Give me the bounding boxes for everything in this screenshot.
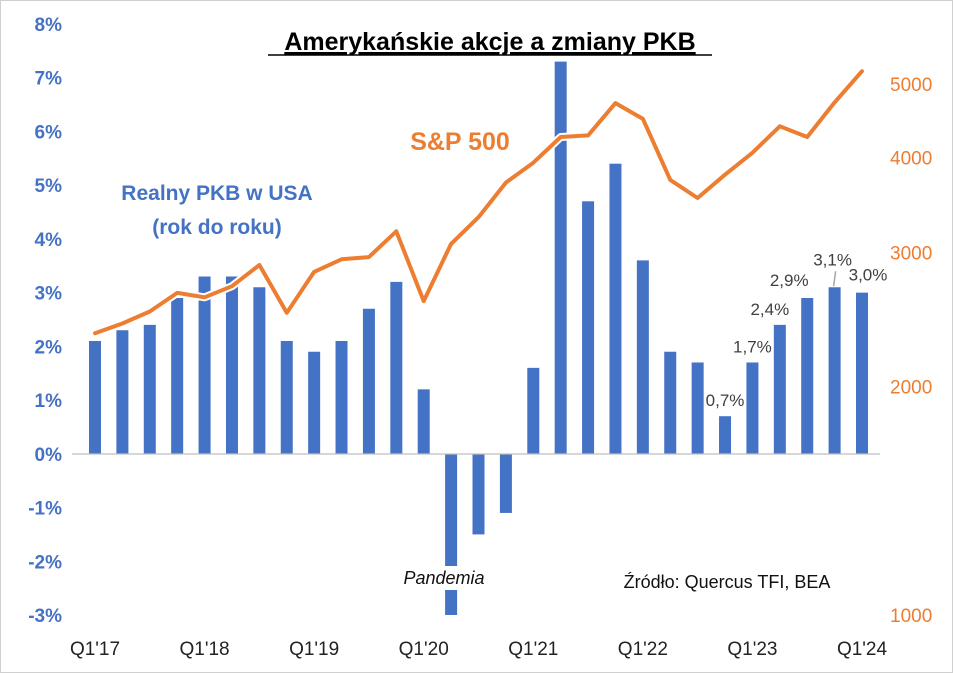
chart-title: Amerykańskie akcje a zmiany PKB	[284, 28, 695, 56]
gdp-bar-Q4'17	[171, 298, 184, 454]
data-label-Q4'23: 3,1%	[813, 250, 852, 269]
gdp-bar-Q1'23	[746, 362, 759, 454]
gdp-bar-Q4'18	[280, 340, 293, 454]
gdp-bar-Q3'23	[801, 298, 814, 454]
gdp-bar-Q4'21	[609, 163, 622, 454]
gdp-bar-Q3'21	[582, 201, 595, 454]
x-axis-tick: Q1'18	[180, 639, 230, 660]
gdp-bar-Q3'17	[143, 324, 156, 454]
pandemic-label-bg	[398, 566, 490, 590]
gdp-bar-Q3'18	[253, 287, 266, 454]
x-axis-tick: Q1'22	[618, 639, 668, 660]
x-axis-tick: Q1'21	[508, 639, 558, 660]
gdp-series-label-line2: (rok do roku)	[152, 216, 282, 239]
gdp-bar-Q2'17	[116, 330, 129, 454]
right-axis-tick: 2000	[890, 377, 932, 398]
right-axis-tick: 5000	[890, 75, 932, 96]
sp500-series-label: S&P 500	[410, 128, 510, 156]
gdp-bar-Q2'19	[335, 340, 348, 454]
left-axis-tick: 6%	[35, 122, 63, 143]
left-axis-tick: 5%	[35, 176, 63, 197]
data-label-leader-line	[832, 271, 837, 287]
gdp-bar-Q3'19	[362, 308, 375, 454]
right-axis-tick: 4000	[890, 149, 932, 170]
gdp-bar-Q4'19	[390, 281, 403, 454]
gdp-bar-Q2'21	[554, 61, 567, 454]
gdp-bar-Q1'19	[308, 351, 321, 454]
gdp-bar-Q4'20	[499, 453, 512, 513]
data-label-Q1'24: 3,0%	[849, 266, 888, 285]
gdp-bar-Q4'23	[828, 287, 841, 454]
gdp-bar-Q1'22	[636, 260, 649, 454]
gdp-bar-Q2'18	[225, 276, 238, 454]
left-axis-tick: 3%	[35, 284, 63, 305]
left-axis-tick: -2%	[28, 552, 62, 573]
gdp-bar-Q3'20	[472, 453, 485, 535]
left-axis-tick: 8%	[35, 15, 63, 36]
right-axis-tick: 1000	[890, 606, 932, 627]
gdp-bar-Q2'20	[445, 453, 458, 615]
gdp-bar-Q1'20	[417, 389, 430, 454]
right-axis-tick: 3000	[890, 244, 932, 265]
data-label-Q1'23: 1,7%	[733, 337, 772, 356]
data-label-Q4'22: 0,7%	[706, 391, 745, 410]
source-annotation: Źródło: Quercus TFI, BEA	[624, 572, 831, 592]
x-axis-tick: Q1'20	[399, 639, 449, 660]
x-axis-tick: Q1'24	[837, 639, 888, 660]
gdp-bar-Q1'18	[198, 276, 211, 454]
gdp-bar-Q1'24	[856, 292, 868, 454]
data-label-Q2'23: 2,4%	[750, 300, 789, 319]
gdp-bar-Q2'23	[773, 324, 786, 454]
gdp-bar-Q4'22	[719, 416, 732, 454]
x-axis-tick: Q1'23	[727, 639, 777, 660]
gdp-bar-Q3'22	[691, 362, 704, 454]
data-label-Q3'23: 2,9%	[770, 271, 809, 290]
left-axis-tick: -1%	[28, 499, 62, 520]
left-axis-tick: 2%	[35, 337, 63, 358]
left-axis-tick: 1%	[35, 391, 63, 412]
left-axis-tick: 4%	[35, 230, 63, 251]
pandemic-annotation: Pandemia	[403, 568, 484, 588]
left-axis-tick: 0%	[35, 445, 63, 466]
x-axis-tick: Q1'17	[70, 639, 120, 660]
x-axis-tick: Q1'19	[289, 639, 339, 660]
gdp-bar-Q1'17	[89, 340, 101, 454]
gdp-bar-Q1'21	[527, 367, 540, 454]
gdp-bar-Q2'22	[664, 351, 677, 454]
gdp-series-label-line1: Realny PKB w USA	[121, 182, 312, 205]
left-axis-tick: 7%	[35, 69, 63, 90]
left-axis-tick: -3%	[28, 606, 62, 627]
